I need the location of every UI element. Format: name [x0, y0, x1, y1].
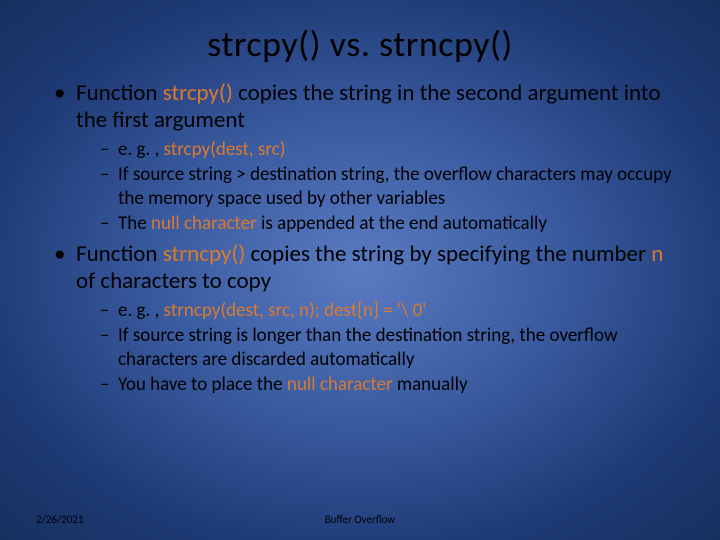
highlight-text: strcpy() [163, 79, 233, 107]
sub-bullet-item: You have to place the null character man… [100, 373, 684, 396]
sub-bullet-item: e. g. , strcpy(dest, src) [100, 138, 684, 161]
bullet-item: Function strncpy() copies the string by … [54, 241, 684, 396]
text-run: manually [393, 373, 468, 396]
slide-title: strcpy() vs. strncpy() [36, 22, 684, 66]
text-run: If source string > destination string, t… [118, 163, 672, 209]
slide: strcpy() vs. strncpy() Function strcpy()… [0, 0, 720, 540]
sub-bullet-item: e. g. , strncpy(dest, src, n); dest[n] =… [100, 299, 684, 322]
text-run: of characters to copy [76, 267, 271, 295]
text-run: You have to place the [118, 373, 287, 396]
text-run: e. g. , [118, 299, 164, 322]
sub-bullet-list: e. g. , strcpy(dest, src)If source strin… [76, 138, 684, 235]
highlight-text: strncpy() [163, 240, 246, 268]
text-run: The [118, 212, 151, 235]
highlight-text: strncpy(dest, src, n); dest[n] = '\ 0' [164, 299, 427, 322]
text-run: e. g. , [118, 138, 164, 161]
highlight-text: strcpy(dest, src) [164, 138, 286, 161]
text-run: is appended at the end automatically [257, 212, 547, 235]
text-run: copies the string by specifying the numb… [245, 240, 651, 268]
text-run: If source string is longer than the dest… [118, 324, 618, 370]
sub-bullet-item: If source string is longer than the dest… [100, 324, 684, 370]
slide-footer: 2/26/2021 Buffer Overflow [0, 513, 720, 526]
footer-center: Buffer Overflow [325, 513, 396, 526]
sub-bullet-item: The null character is appended at the en… [100, 212, 684, 235]
highlight-text: null character [287, 373, 393, 396]
text-run: Function [76, 240, 163, 268]
sub-bullet-list: e. g. , strncpy(dest, src, n); dest[n] =… [76, 299, 684, 396]
bullet-list: Function strcpy() copies the string in t… [36, 80, 684, 396]
highlight-text: null character [151, 212, 257, 235]
bullet-item: Function strcpy() copies the string in t… [54, 80, 684, 235]
sub-bullet-item: If source string > destination string, t… [100, 163, 684, 209]
text-run: Function [76, 79, 163, 107]
highlight-text: n [651, 240, 663, 268]
footer-date: 2/26/2021 [36, 513, 84, 526]
